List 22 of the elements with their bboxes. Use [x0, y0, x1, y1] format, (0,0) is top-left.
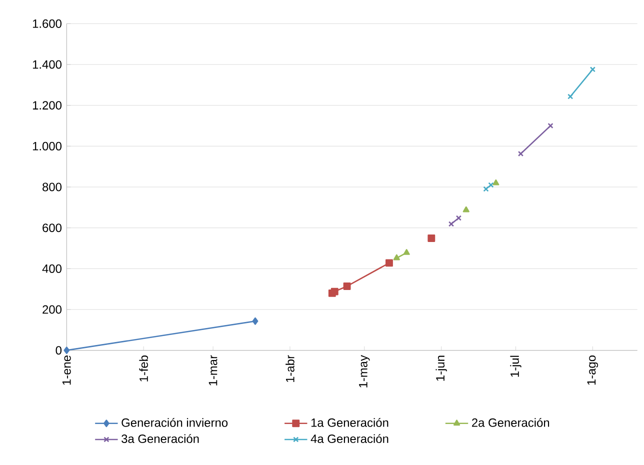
x-tick-label: 1-may — [359, 355, 370, 388]
legend-label: 3a Generación — [122, 434, 199, 444]
y-tick-label: 1.600 — [32, 19, 62, 28]
y-tick-label: 400 — [42, 264, 62, 273]
y-tick-label: 600 — [42, 224, 62, 232]
y-tick-label: 0 — [56, 346, 62, 355]
legend-label: Generación invierno — [122, 418, 228, 427]
y-tick-label: 800 — [42, 182, 62, 192]
x-tick-label: 1-jul — [510, 356, 522, 377]
y-tick-label: 1.200 — [32, 101, 62, 110]
y-tick-label: 200 — [42, 305, 62, 314]
x-tick-label: 1-mar — [208, 355, 218, 386]
x-tick-label: 1-ene — [62, 356, 71, 385]
x-tick-label: 1-jun — [436, 356, 447, 381]
x-tick-label: 1-ago — [587, 356, 598, 385]
legend-label: 4a Generación — [310, 434, 388, 444]
x-tick-label: 1-feb — [139, 356, 148, 382]
legend-label: 2a Generación — [472, 418, 550, 427]
y-tick-label: 1.000 — [32, 142, 62, 150]
y-tick-label: 1.400 — [32, 60, 62, 69]
x-tick-label: 1-abr — [286, 355, 294, 382]
legend-label: 1a Generación — [311, 418, 388, 427]
